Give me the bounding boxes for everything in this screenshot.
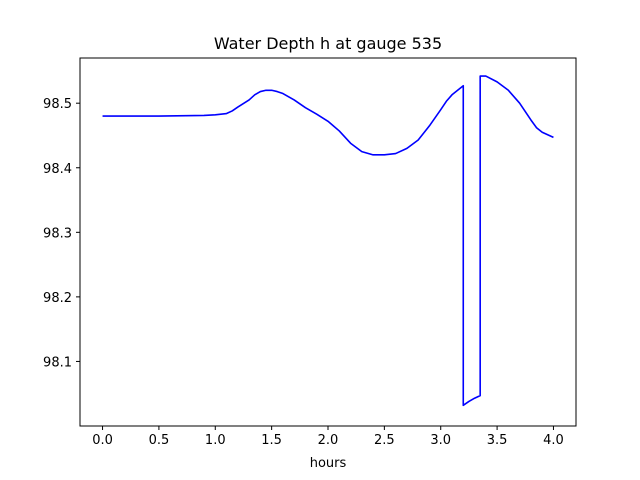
y-tick-label: 98.2 xyxy=(43,291,72,306)
x-axis-label: hours xyxy=(310,456,347,471)
x-tick-label: 2.5 xyxy=(374,433,395,448)
x-tick-label: 0.0 xyxy=(92,433,113,448)
chart-title: Water Depth h at gauge 535 xyxy=(214,34,442,53)
y-axis-ticks: 98.1 98.2 98.3 98.4 98.5 xyxy=(43,97,80,370)
x-tick-label: 2.0 xyxy=(318,433,339,448)
x-tick-label: 0.5 xyxy=(149,433,170,448)
plot-frame xyxy=(79,57,577,427)
y-tick-label: 98.5 xyxy=(43,97,72,112)
y-tick-label: 98.4 xyxy=(43,162,72,177)
x-tick-label: 1.0 xyxy=(205,433,226,448)
x-tick-label: 1.5 xyxy=(261,433,282,448)
x-tick-label: 4.0 xyxy=(543,433,564,448)
plot-area xyxy=(102,75,554,407)
x-tick-label: 3.5 xyxy=(487,433,508,448)
y-tick-label: 98.3 xyxy=(43,226,72,241)
x-tick-label: 3.0 xyxy=(430,433,451,448)
x-axis-ticks: 0.0 0.5 1.0 1.5 2.0 2.5 3.0 3.5 4.0 xyxy=(92,426,564,448)
series-line-0 xyxy=(102,75,554,407)
y-tick-label: 98.1 xyxy=(43,355,72,370)
